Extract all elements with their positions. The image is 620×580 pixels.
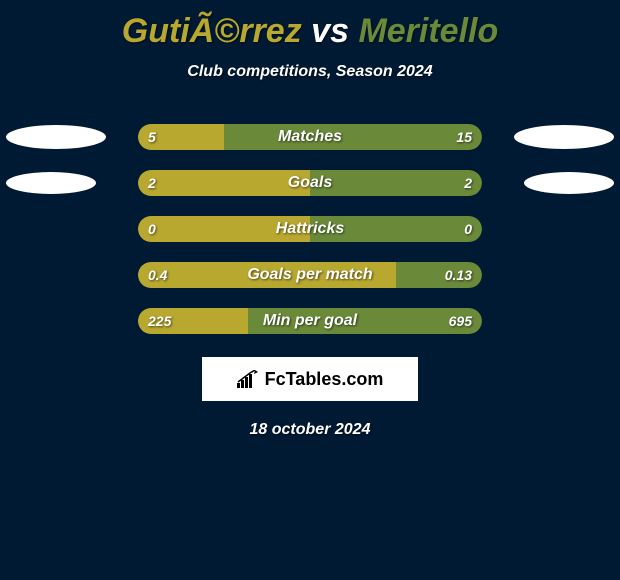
stat-label: Goals per match — [247, 266, 372, 284]
stat-value-left: 225 — [148, 313, 171, 329]
player1-oval — [6, 125, 106, 149]
stat-bar: 0 0 Hattricks — [138, 216, 482, 242]
player2-oval — [514, 125, 614, 149]
stat-value-right: 0.13 — [445, 267, 472, 283]
player1-oval — [6, 172, 96, 194]
stat-row: 225 695 Min per goal — [0, 307, 620, 335]
comparison-title: GutiÃ©rrez vs Meritello — [0, 0, 620, 51]
bar-left-fill — [138, 170, 310, 196]
date: 18 october 2024 — [0, 421, 620, 439]
stat-row: 0 0 Hattricks — [0, 215, 620, 243]
stats-container: 5 15 Matches 2 2 Goals 0 0 Hattricks 0.4 0.13 Goals… — [0, 123, 620, 335]
fctables-logo-icon — [237, 370, 259, 388]
stat-value-left: 0 — [148, 221, 156, 237]
stat-row: 5 15 Matches — [0, 123, 620, 151]
stat-value-left: 2 — [148, 175, 156, 191]
stat-value-left: 5 — [148, 129, 156, 145]
stat-value-right: 2 — [464, 175, 472, 191]
stat-bar: 0.4 0.13 Goals per match — [138, 262, 482, 288]
logo-text: FcTables.com — [265, 369, 384, 390]
stat-label: Min per goal — [263, 312, 357, 330]
stat-value-left: 0.4 — [148, 267, 167, 283]
subtitle: Club competitions, Season 2024 — [0, 63, 620, 81]
vs-text: vs — [302, 12, 359, 50]
logo-box: FcTables.com — [202, 357, 418, 401]
stat-row: 2 2 Goals — [0, 169, 620, 197]
stat-bar: 2 2 Goals — [138, 170, 482, 196]
player2-name: Meritello — [358, 12, 498, 50]
stat-label: Hattricks — [276, 220, 344, 238]
stat-label: Goals — [288, 174, 332, 192]
stat-label: Matches — [278, 128, 342, 146]
stat-value-right: 15 — [456, 129, 472, 145]
stat-value-right: 695 — [449, 313, 472, 329]
stat-bar: 225 695 Min per goal — [138, 308, 482, 334]
stat-bar: 5 15 Matches — [138, 124, 482, 150]
stat-value-right: 0 — [464, 221, 472, 237]
stat-row: 0.4 0.13 Goals per match — [0, 261, 620, 289]
player2-oval — [524, 172, 614, 194]
player1-name: GutiÃ©rrez — [122, 12, 302, 50]
